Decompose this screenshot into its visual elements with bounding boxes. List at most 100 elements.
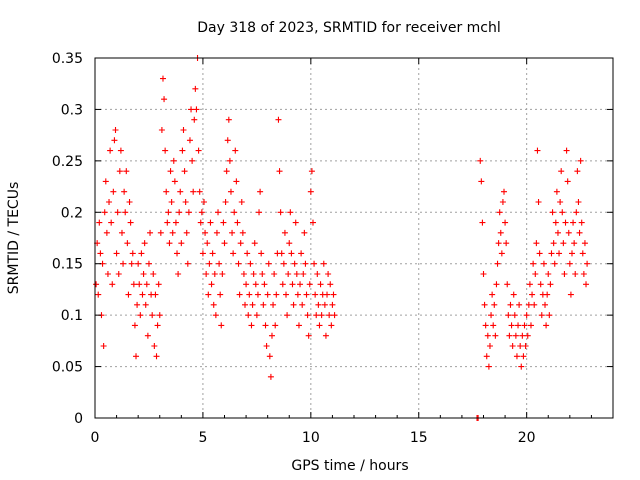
data-point [311,260,318,267]
data-point [189,157,196,164]
data-point [578,219,585,226]
data-point [538,312,545,319]
data-point [490,322,497,329]
data-point [186,137,193,144]
data-point [283,291,290,298]
data-point [202,229,209,236]
data-point [260,301,267,308]
data-point [220,219,227,226]
data-point [481,301,488,308]
data-point [483,353,490,360]
data-point [325,271,332,277]
data-point [580,271,587,277]
data-point [247,260,254,267]
data-point [144,332,151,339]
data-point [195,147,202,154]
data-point [516,301,523,308]
data-point [207,219,214,226]
data-point [530,260,537,267]
data-point [512,332,519,339]
data-point [216,260,223,267]
data-point [154,322,161,329]
data-point [145,260,152,267]
data-point [181,168,188,175]
data-point [122,209,129,216]
data-point [101,209,108,216]
data-point [113,250,120,257]
data-point [129,250,136,257]
data-point [205,291,212,298]
data-point [212,312,219,319]
data-point [324,291,331,298]
data-point [251,240,258,247]
data-point [124,240,131,247]
data-point [526,281,533,288]
x-tick-label: 15 [410,430,428,446]
data-point [263,343,270,349]
data-point [292,219,299,226]
data-point [217,291,224,298]
data-point [165,209,172,216]
data-point [183,229,190,236]
data-point [298,250,305,257]
data-point [237,240,244,247]
data-point [498,250,505,257]
data-point [140,271,147,277]
data-point [290,301,297,308]
data-point [116,168,123,175]
data-point [120,260,127,267]
data-point [312,291,319,298]
data-point [527,322,534,329]
data-point [204,240,211,247]
data-point [226,157,233,164]
data-point [554,229,561,236]
data-point [104,271,111,277]
data-point [125,291,132,298]
data-point [575,199,582,205]
data-point [508,322,515,329]
data-point [314,271,321,277]
data-point [300,271,307,277]
y-tick-label: 0.05 [52,360,83,376]
data-point [142,301,149,308]
data-point [200,199,207,205]
data-point [100,343,107,349]
data-point [178,240,185,247]
data-point [155,281,162,288]
data-point [297,281,304,288]
data-point [511,312,518,319]
data-point [211,271,218,277]
data-point [328,322,335,329]
data-point [306,281,313,288]
data-point [484,332,491,339]
data-point [196,188,203,195]
data-point [284,312,291,319]
data-point [327,281,334,288]
tick-labels: 0 0.05 0.1 0.15 0.2 0.25 0.3 0.35 0 5 10 15 20 [52,51,536,446]
data-point [182,199,189,205]
data-point [572,271,579,277]
data-point [560,240,567,247]
data-point [239,229,246,236]
data-point [315,301,322,308]
data-point [320,260,327,267]
y-tick-label: 0.15 [52,257,83,273]
data-point [294,291,301,298]
data-point [193,106,200,113]
data-point [302,260,309,267]
data-point [313,312,320,319]
data-point [227,188,234,195]
data-points [93,55,591,421]
data-point [547,281,554,288]
data-point [150,271,157,277]
data-point [250,271,257,277]
data-point [558,168,565,175]
data-point [143,281,150,288]
data-point [532,271,539,277]
data-point [175,271,182,277]
data-point [563,147,570,154]
data-point [159,75,166,82]
data-point [276,168,283,175]
data-point [267,373,274,380]
